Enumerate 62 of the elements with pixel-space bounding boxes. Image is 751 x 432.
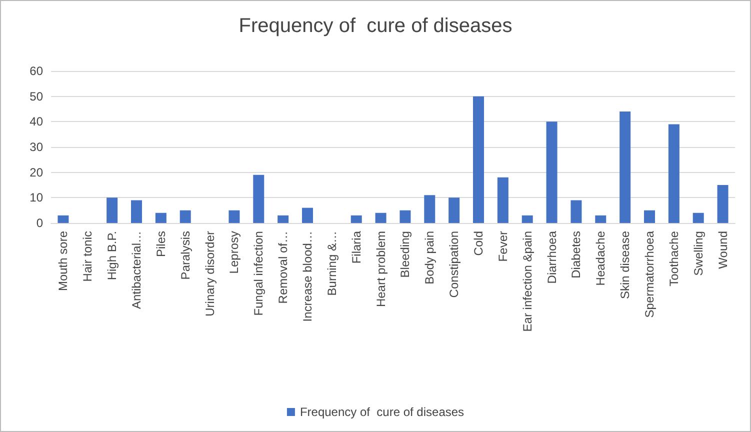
x-tick-label: Removal of… [276, 231, 290, 304]
x-tick-label: Urinary disorder [202, 230, 217, 316]
bar [668, 124, 680, 223]
x-tick-label: Bleeding [398, 231, 412, 278]
y-tick-label: 30 [30, 140, 44, 154]
y-tick-label: 50 [30, 89, 44, 104]
x-tick-label: Diarrhoea [544, 230, 559, 284]
x-tick-label: Headache [594, 230, 608, 286]
x-tick-label: Cold [472, 231, 486, 256]
x-tick-label: Mouth sore [56, 230, 70, 292]
x-tick-label: Increase blood… [300, 231, 314, 322]
bar [692, 212, 704, 223]
bar [155, 212, 166, 223]
x-tick-label: Swelling [691, 231, 706, 276]
x-tick-label: Leprosy [227, 231, 242, 274]
y-tick-label: 10 [30, 190, 44, 205]
chart-title: Frequency of cure of diseases [238, 15, 512, 37]
y-tick-label: 60 [30, 64, 44, 78]
bar [302, 208, 313, 223]
bar [278, 215, 289, 223]
bar [570, 200, 582, 223]
bar [350, 215, 362, 223]
x-tick-label: Body pain [422, 231, 437, 284]
bar [620, 112, 631, 223]
bar [644, 210, 655, 223]
bar [253, 174, 264, 223]
x-tick-label: Constipation [447, 231, 462, 298]
bar [546, 122, 558, 223]
x-tick-label: Diabetes [569, 231, 584, 278]
x-tick-label: Piles [154, 231, 168, 258]
bar [497, 177, 508, 223]
x-tick-label: Ear infection &pain [520, 231, 534, 332]
x-tick-label: Fungal infection [252, 231, 266, 316]
x-tick-label: Filaria [349, 230, 364, 264]
bar [424, 195, 436, 223]
y-tick-label: 20 [30, 165, 44, 180]
x-tick-label: Fever [496, 231, 510, 262]
legend-label: Frequency of cure of diseases [300, 405, 464, 419]
bar [522, 215, 533, 223]
bar [448, 198, 460, 223]
x-tick-label: Spermatorrhoea [642, 230, 656, 318]
bar [58, 215, 69, 223]
bar [473, 96, 484, 223]
bar [375, 212, 386, 223]
x-tick-label: Hair tonic [80, 231, 95, 282]
x-tick-label: Paralysis [178, 231, 192, 280]
x-tick-label: Toothache [666, 230, 681, 286]
bar [180, 210, 191, 223]
x-tick-label: High B.P. [105, 231, 120, 280]
x-tick-label: Skin disease [618, 230, 632, 300]
x-tick-label: Antibacterial… [130, 231, 144, 310]
bar [106, 198, 118, 223]
bar [400, 210, 411, 223]
y-tick-label: 0 [36, 216, 44, 230]
y-tick-label: 40 [30, 114, 44, 129]
bar [131, 200, 142, 223]
bar [228, 210, 240, 223]
x-tick-label: Burning &… [324, 231, 339, 296]
x-tick-label: Heart problem [374, 230, 388, 308]
bar [595, 215, 606, 223]
bar [717, 185, 728, 223]
x-tick-label: Wound [716, 231, 730, 269]
